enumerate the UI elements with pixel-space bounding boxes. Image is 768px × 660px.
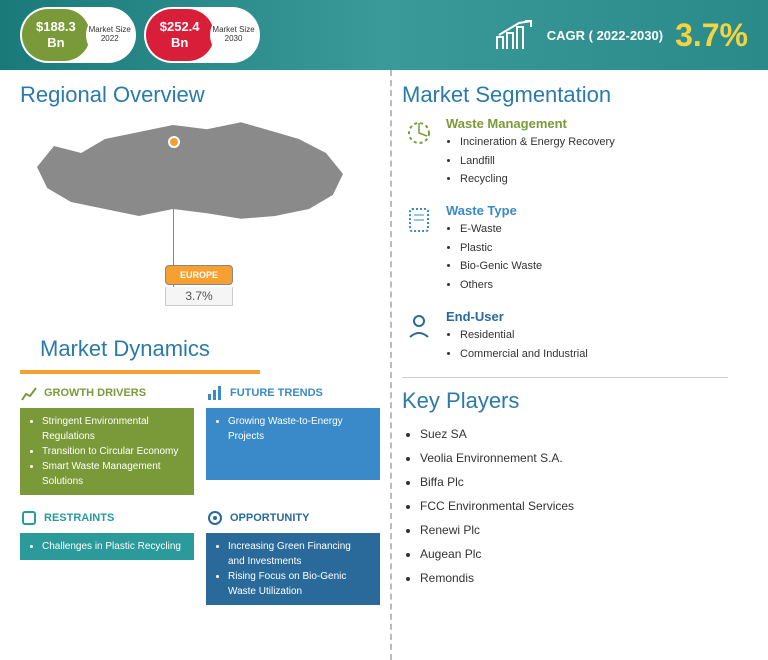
- keyplayer-item: Remondis: [420, 566, 728, 590]
- restraints-list: Challenges in Plastic Recycling: [20, 533, 194, 560]
- size-2030-label: Market Size 2030: [210, 11, 258, 59]
- region-value: 3.7%: [165, 287, 233, 306]
- size-2022-label: Market Size 2022: [86, 11, 134, 59]
- opportunity-list: Increasing Green Financing and Investmen…: [206, 533, 380, 605]
- restraints-head: RESTRAINTS: [20, 505, 194, 533]
- header-bar: $188.3Bn Market Size 2022 $252.4Bn Marke…: [0, 0, 768, 70]
- region-box: EUROPE 3.7%: [165, 265, 233, 306]
- trends-icon: [206, 384, 224, 402]
- dynamics-grid: GROWTH DRIVERS Stringent Environmental R…: [20, 380, 380, 605]
- keyplayer-item: Augean Plc: [420, 542, 728, 566]
- growth-list: Stringent Environmental RegulationsTrans…: [20, 408, 194, 495]
- keyplayer-item: Renewi Plc: [420, 518, 728, 542]
- trends-card: FUTURE TRENDS Growing Waste-to-Energy Pr…: [206, 380, 380, 495]
- opportunity-head: OPPORTUNITY: [206, 505, 380, 533]
- seg-item: Commercial and Industrial: [460, 345, 728, 364]
- keyplayers-title: Key Players: [402, 388, 728, 414]
- map-area: EUROPE 3.7%: [20, 118, 380, 328]
- seg-list: ResidentialCommercial and Industrial: [446, 326, 728, 363]
- trends-head: FUTURE TRENDS: [206, 380, 380, 408]
- region-name: EUROPE: [165, 265, 233, 285]
- restraints-icon: [20, 509, 38, 527]
- seg-icon: [402, 116, 436, 150]
- trends-list: Growing Waste-to-Energy Projects: [206, 408, 380, 480]
- size-2030-value: $252.4Bn: [146, 9, 214, 60]
- growth-head: GROWTH DRIVERS: [20, 380, 194, 408]
- divider-orange: [20, 370, 260, 374]
- seg-group: Waste Type E-WastePlasticBio-Genic WasteO…: [402, 203, 728, 295]
- keyplayer-item: Biffa Plc: [420, 470, 728, 494]
- seg-item: Others: [460, 276, 728, 295]
- keyplayer-item: Suez SA: [420, 422, 728, 446]
- segmentation-title: Market Segmentation: [402, 82, 728, 108]
- seg-icon: [402, 309, 436, 343]
- growth-icon: [20, 384, 38, 402]
- cagr-label: CAGR ( 2022-2030): [547, 28, 663, 43]
- regional-title: Regional Overview: [20, 82, 380, 108]
- market-size-2022: $188.3Bn Market Size 2022: [20, 7, 136, 62]
- cagr-value: 3.7%: [675, 17, 748, 54]
- seg-title: End-User: [446, 309, 728, 324]
- seg-item: Plastic: [460, 239, 728, 258]
- map-pin-icon: [168, 136, 180, 148]
- growth-drivers-card: GROWTH DRIVERS Stringent Environmental R…: [20, 380, 194, 495]
- seg-list: Incineration & Energy RecoveryLandfillRe…: [446, 133, 728, 189]
- opportunity-card: OPPORTUNITY Increasing Green Financing a…: [206, 505, 380, 605]
- right-column: Market Segmentation Waste Management Inci…: [390, 70, 748, 660]
- size-2022-value: $188.3Bn: [22, 9, 90, 60]
- seg-group: End-User ResidentialCommercial and Indust…: [402, 309, 728, 363]
- seg-title: Waste Type: [446, 203, 728, 218]
- seg-item: E-Waste: [460, 220, 728, 239]
- keyplayer-item: Veolia Environnement S.A.: [420, 446, 728, 470]
- keyplayer-item: FCC Environmental Services: [420, 494, 728, 518]
- content-area: Regional Overview EUROPE 3.7% Market Dyn…: [0, 70, 768, 660]
- seg-item: Recycling: [460, 170, 728, 189]
- segmentation-groups: Waste Management Incineration & Energy Re…: [402, 116, 728, 363]
- opportunity-icon: [206, 509, 224, 527]
- dynamics-title: Market Dynamics: [40, 336, 380, 362]
- seg-item: Landfill: [460, 152, 728, 171]
- cagr-section: CAGR ( 2022-2030) 3.7%: [495, 17, 748, 54]
- divider: [402, 377, 728, 378]
- left-column: Regional Overview EUROPE 3.7% Market Dyn…: [0, 70, 390, 660]
- seg-list: E-WastePlasticBio-Genic WasteOthers: [446, 220, 728, 295]
- restraints-card: RESTRAINTS Challenges in Plastic Recycli…: [20, 505, 194, 605]
- seg-item: Bio-Genic Waste: [460, 257, 728, 276]
- seg-title: Waste Management: [446, 116, 728, 131]
- map-shape: [20, 118, 360, 258]
- market-size-2030: $252.4Bn Market Size 2030: [144, 7, 260, 62]
- seg-item: Residential: [460, 326, 728, 345]
- seg-item: Incineration & Energy Recovery: [460, 133, 728, 152]
- dynamics-section: Market Dynamics GROWTH DRIVERS Stringent…: [20, 336, 380, 605]
- growth-chart-icon: [495, 19, 535, 51]
- keyplayers-list: Suez SAVeolia Environnement S.A.Biffa Pl…: [402, 422, 728, 590]
- seg-group: Waste Management Incineration & Energy Re…: [402, 116, 728, 189]
- seg-icon: [402, 203, 436, 237]
